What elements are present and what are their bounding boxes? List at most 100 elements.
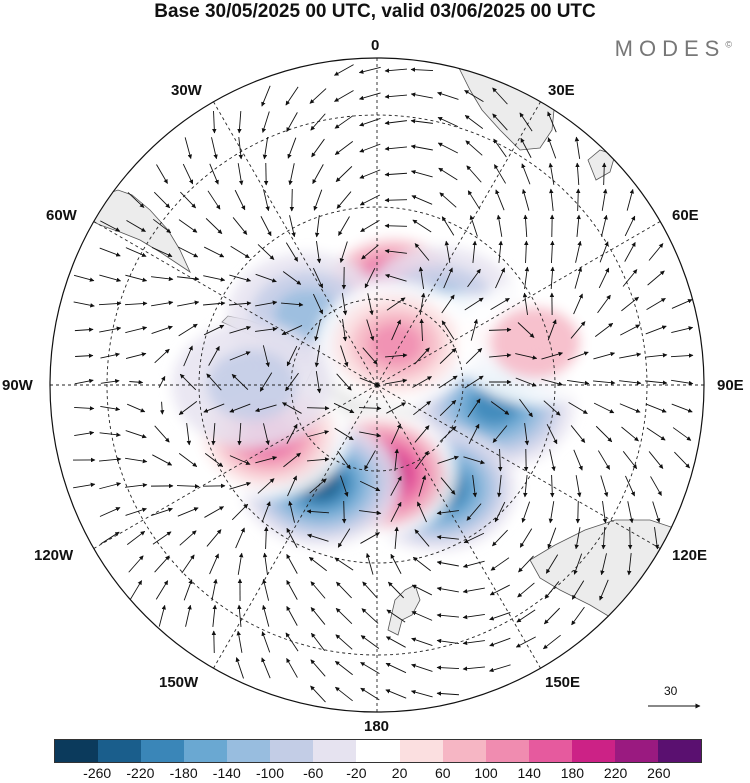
meridian-line xyxy=(376,384,541,669)
wind-arrow xyxy=(159,401,165,415)
wind-arrow xyxy=(310,113,326,131)
wind-arrow xyxy=(410,169,433,178)
colorbar-swatch xyxy=(141,740,185,762)
meridian-line xyxy=(213,101,378,386)
wind-arrow xyxy=(524,266,530,289)
wind-arrow xyxy=(125,274,148,282)
label-lon-180: 180 xyxy=(364,718,390,735)
wind-arrow xyxy=(575,240,582,263)
wind-arrow xyxy=(385,689,407,699)
wind-arrow xyxy=(341,293,348,316)
wind-arrow xyxy=(181,554,195,574)
wind-arrow xyxy=(211,422,216,446)
wind-arrow xyxy=(125,507,147,516)
colorbar-tick: -260 xyxy=(83,765,112,781)
wind-arrow xyxy=(419,318,424,342)
wind-arrow xyxy=(237,604,242,627)
wind-arrow xyxy=(286,553,298,574)
wind-arrow xyxy=(263,423,270,446)
wind-arrow xyxy=(490,401,510,415)
wind-arrow xyxy=(203,403,225,413)
wind-arrow xyxy=(547,319,557,341)
wind-arrow xyxy=(335,166,353,182)
wind-arrow xyxy=(126,530,146,546)
wind-arrow xyxy=(601,162,607,186)
wind-arrow xyxy=(439,348,457,364)
wind-arrow xyxy=(237,163,244,186)
wind-arrow xyxy=(365,552,374,575)
wind-arrow xyxy=(385,662,407,674)
wind-arrow xyxy=(257,478,275,494)
wind-arrow xyxy=(237,422,242,446)
wind-arrow xyxy=(286,605,298,626)
brand-text: MODES xyxy=(614,36,726,61)
wind-arrow xyxy=(571,580,585,600)
wind-arrow xyxy=(386,609,406,623)
wind-arrow xyxy=(283,452,301,468)
colorbar-tick: 220 xyxy=(603,765,628,781)
wind-arrow xyxy=(125,430,147,439)
wind-arrow xyxy=(543,400,561,416)
wind-arrow xyxy=(99,247,121,257)
wind-arrow xyxy=(235,527,245,549)
wind-arrow xyxy=(462,640,485,646)
colorbar-swatch xyxy=(313,740,357,762)
wind-arrow xyxy=(186,423,192,446)
wind-arrow xyxy=(261,111,270,133)
height-anomaly-field xyxy=(171,228,616,552)
wind-arrow xyxy=(516,609,536,623)
wind-arrow xyxy=(158,375,166,388)
wind-arrow xyxy=(360,661,380,675)
wind-arrow xyxy=(314,319,321,342)
wind-arrow xyxy=(523,214,528,238)
wind-arrow xyxy=(648,243,664,261)
wind-arrow xyxy=(282,271,302,285)
wind-arrow xyxy=(151,300,174,307)
wind-arrow xyxy=(335,634,353,650)
wind-arrow xyxy=(359,92,381,101)
wind-arrow xyxy=(492,113,508,131)
wind-arrow xyxy=(203,275,226,282)
wind-arrow xyxy=(545,554,559,574)
colorbar-swatch xyxy=(442,740,486,762)
wind-arrow xyxy=(333,402,355,414)
wind-arrow xyxy=(436,665,460,670)
wind-arrow xyxy=(311,632,325,652)
wind-arrow xyxy=(524,423,530,446)
wind-arrow xyxy=(470,318,478,341)
wind-arrow xyxy=(359,431,382,438)
wind-arrow xyxy=(178,453,198,467)
wind-arrow xyxy=(206,373,222,391)
wind-arrow xyxy=(548,162,555,185)
wind-arrow xyxy=(386,402,407,414)
wind-arrow xyxy=(255,273,277,283)
wind-arrow xyxy=(359,169,381,179)
wind-arrow xyxy=(550,266,555,290)
wind-arrow xyxy=(285,86,299,106)
wind-arrow xyxy=(151,325,173,334)
wind-arrow xyxy=(155,580,169,600)
wind-arrow xyxy=(310,581,326,599)
wind-arrow xyxy=(602,501,608,524)
wind-arrow xyxy=(626,188,634,211)
wind-arrow xyxy=(645,380,668,385)
wind-arrow xyxy=(230,245,250,259)
wind-arrow xyxy=(178,219,198,233)
wind-arrow xyxy=(601,526,606,550)
wind-arrow xyxy=(391,423,401,445)
wind-arrow xyxy=(543,634,561,650)
wind-arrow xyxy=(574,527,581,550)
wind-arrow xyxy=(100,379,120,384)
wind-arrow xyxy=(523,475,528,498)
colorbar-tick: 60 xyxy=(435,765,451,781)
wind-arrow xyxy=(313,189,323,211)
wind-arrow xyxy=(492,425,508,443)
wind-arrow xyxy=(648,451,664,469)
wind-arrow xyxy=(384,120,407,126)
vector-scale-label: 30 xyxy=(664,684,678,698)
wind-arrow xyxy=(285,372,299,392)
wind-arrow xyxy=(286,345,298,367)
wind-arrow xyxy=(229,351,251,361)
wind-arrow xyxy=(255,404,277,413)
